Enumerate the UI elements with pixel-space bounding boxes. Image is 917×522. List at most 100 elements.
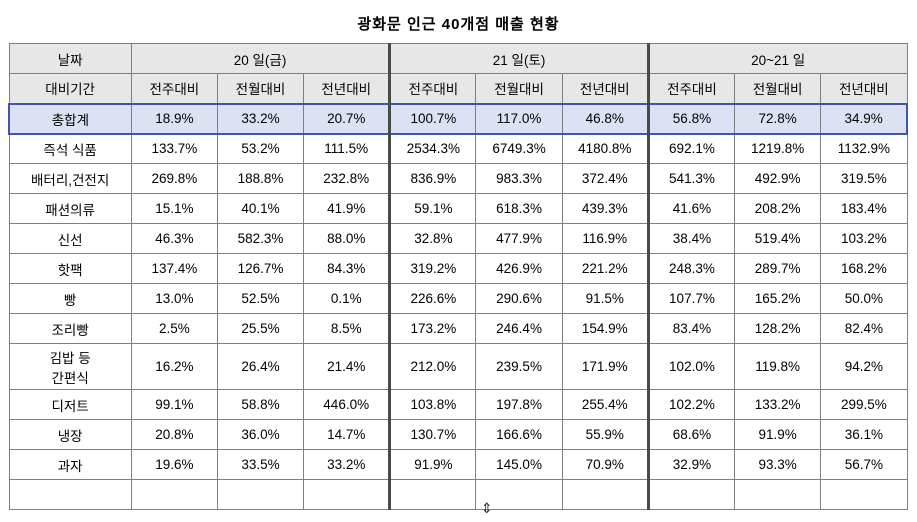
value-cell: 173.2% (388, 313, 477, 344)
value-cell: 56.7% (820, 449, 908, 480)
value-cell: 50.0% (820, 283, 908, 314)
value-cell: 6749.3% (475, 133, 563, 164)
value-cell: 137.4% (130, 253, 218, 284)
value-cell: 13.0% (130, 283, 218, 314)
value-cell: 133.2% (734, 389, 822, 420)
value-cell: 319.5% (820, 163, 908, 194)
value-cell: 2.5% (130, 313, 218, 344)
value-cell: 8.5% (303, 313, 391, 344)
value-cell: 117.0% (475, 102, 563, 135)
value-cell: 91.9% (388, 449, 477, 480)
row-label: 과자 (8, 449, 132, 480)
value-cell: 16.2% (130, 343, 218, 390)
value-cell: 72.8% (734, 102, 822, 135)
date-header: 날짜 (8, 43, 132, 74)
value-cell: 46.3% (130, 223, 218, 254)
group-header-day21: 21 일(토) (388, 43, 650, 74)
value-cell: 34.9% (820, 102, 909, 135)
value-cell (388, 479, 477, 510)
value-cell: 226.6% (388, 283, 477, 314)
value-cell: 82.4% (820, 313, 908, 344)
value-cell: 70.9% (561, 449, 650, 480)
value-cell: 21.4% (303, 343, 391, 390)
value-cell: 83.4% (647, 313, 736, 344)
table-row: 즉석 식품 133.7% 53.2% 111.5% 2534.3% 6749.3% 4180… (8, 133, 908, 164)
row-label: 조리빵 (8, 313, 132, 344)
value-cell: 126.7% (216, 253, 305, 284)
row-label: 즉석 식품 (8, 133, 132, 164)
value-cell (303, 479, 391, 510)
value-cell: 94.2% (820, 343, 908, 390)
value-cell: 15.1% (130, 193, 218, 224)
table-body: 총합계 18.9% 33.2% 20.7% 100.7% 117.0% 46.8% 56.8%… (7, 102, 909, 510)
col-header-yoy-both: 전년대비 (820, 73, 908, 104)
value-cell: 289.7% (734, 253, 822, 284)
value-cell: 33.2% (303, 449, 391, 480)
col-header-mom-sat: 전월대비 (475, 73, 563, 104)
value-cell: 103.2% (820, 223, 908, 254)
value-cell: 133.7% (130, 133, 218, 164)
value-cell: 290.6% (475, 283, 563, 314)
value-cell: 582.3% (216, 223, 305, 254)
value-cell: 299.5% (820, 389, 908, 420)
value-cell: 208.2% (734, 193, 822, 224)
value-cell: 541.3% (647, 163, 736, 194)
value-cell: 166.6% (475, 419, 563, 450)
value-cell (475, 479, 563, 510)
col-header-yoy-sat: 전년대비 (561, 73, 650, 104)
value-cell: 168.2% (820, 253, 908, 284)
row-label: 디저트 (8, 389, 132, 420)
value-cell: 248.3% (647, 253, 736, 284)
value-cell: 1219.8% (734, 133, 822, 164)
value-cell (734, 479, 822, 510)
value-cell: 32.9% (647, 449, 736, 480)
sales-table: 날짜 20 일(금) 21 일(토) 20~21 일 대비기간 전주대비 전월대… (7, 43, 909, 510)
value-cell: 618.3% (475, 193, 563, 224)
value-cell (561, 479, 650, 510)
value-cell (647, 479, 736, 510)
table-row: 디저트 99.1% 58.8% 446.0% 103.8% 197.8% 255.4% 102… (8, 389, 908, 420)
value-cell: 58.8% (216, 389, 305, 420)
value-cell: 25.5% (216, 313, 305, 344)
row-label: 냉장 (8, 419, 132, 450)
value-cell: 269.8% (130, 163, 218, 194)
value-cell: 36.1% (820, 419, 908, 450)
value-cell: 836.9% (388, 163, 477, 194)
value-cell: 102.2% (647, 389, 736, 420)
value-cell: 99.1% (130, 389, 218, 420)
value-cell: 55.9% (561, 419, 650, 450)
table-row: 빵 13.0% 52.5% 0.1% 226.6% 290.6% 91.5% 107.7% 16… (8, 283, 908, 314)
value-cell: 32.8% (388, 223, 477, 254)
col-header-mom-both: 전월대비 (734, 73, 822, 104)
value-cell: 232.8% (303, 163, 391, 194)
value-cell: 40.1% (216, 193, 305, 224)
value-cell: 446.0% (303, 389, 391, 420)
value-cell: 20.7% (303, 102, 391, 135)
value-cell: 372.4% (561, 163, 650, 194)
value-cell: 46.8% (561, 102, 650, 135)
value-cell: 183.4% (820, 193, 908, 224)
group-header-day20: 20 일(금) (130, 43, 391, 74)
value-cell: 319.2% (388, 253, 477, 284)
value-cell: 197.8% (475, 389, 563, 420)
value-cell (820, 479, 908, 510)
value-cell: 88.0% (303, 223, 391, 254)
value-cell: 84.3% (303, 253, 391, 284)
value-cell: 426.9% (475, 253, 563, 284)
value-cell: 93.3% (734, 449, 822, 480)
value-cell: 439.3% (561, 193, 650, 224)
empty-row (8, 479, 908, 510)
value-cell: 100.7% (388, 102, 477, 135)
value-cell: 1132.9% (820, 133, 908, 164)
value-cell: 2534.3% (388, 133, 477, 164)
value-cell: 103.8% (388, 389, 477, 420)
value-cell: 221.2% (561, 253, 650, 284)
value-cell (130, 479, 218, 510)
table-header: 날짜 20 일(금) 21 일(토) 20~21 일 대비기간 전주대비 전월대… (8, 43, 908, 104)
value-cell: 41.9% (303, 193, 391, 224)
value-cell: 4180.8% (561, 133, 650, 164)
value-cell: 102.0% (647, 343, 736, 390)
table-row: 배터리,건전지 269.8% 188.8% 232.8% 836.9% 983.3% 372… (8, 163, 908, 194)
col-header-wow-sat: 전주대비 (388, 73, 477, 104)
row-label: 총합계 (7, 102, 132, 135)
